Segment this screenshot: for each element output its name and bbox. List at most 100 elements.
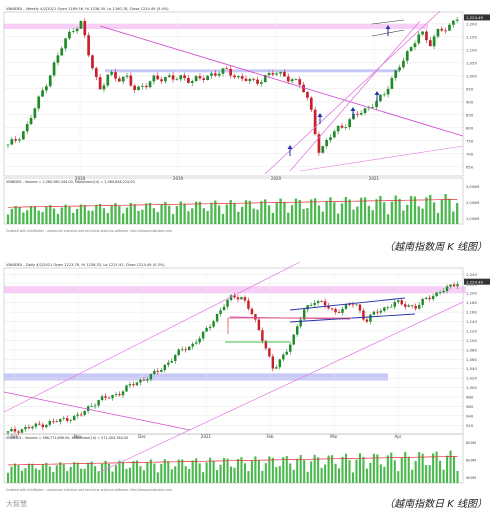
y-tick-label: 1,120 [466, 328, 477, 333]
volume-bar [129, 202, 132, 224]
candle-body [175, 79, 179, 81]
candle-body [233, 75, 236, 78]
support-resistance-zone [4, 23, 428, 29]
volume-bar [303, 460, 306, 483]
candle-body [421, 31, 424, 35]
candle-body [179, 75, 183, 80]
candle-body [286, 76, 290, 82]
candle-body [194, 342, 198, 344]
candle-body [455, 19, 459, 21]
y-tick-label: 1,000 [466, 73, 477, 78]
candle-body [351, 304, 355, 306]
up-arrow-head [287, 145, 293, 149]
candle-body [275, 73, 279, 75]
volume-bar [261, 470, 264, 483]
volume-bar [156, 212, 159, 224]
candle-body [409, 47, 413, 52]
volume-bar [163, 459, 166, 483]
candle-body [110, 72, 113, 75]
candle-body [309, 304, 313, 306]
candle-body [24, 427, 27, 430]
candle-body [413, 43, 417, 48]
candle-body [404, 304, 407, 307]
volume-bar [267, 205, 271, 224]
candle-body [33, 108, 37, 118]
candle-body [125, 385, 128, 392]
volume-bar [448, 198, 451, 224]
y-tick-label: 980 [466, 394, 474, 399]
candle-body [402, 60, 405, 68]
volume-bar [149, 459, 152, 483]
candle-body [372, 311, 376, 315]
volume-bar [360, 197, 363, 224]
weekly-candlestick-chart: VNINDEX - Weekly 4/2/2021 Open 1169.56, … [3, 7, 490, 232]
candle-body [177, 349, 180, 356]
volume-bar [452, 456, 456, 483]
y-tick-label: 1,020 [466, 376, 477, 381]
candle-body [236, 297, 240, 300]
volume-bar [226, 458, 229, 483]
candle-body [296, 326, 299, 335]
candle-body [198, 76, 202, 79]
candle-body [340, 125, 344, 128]
candle-body [190, 81, 194, 83]
volume-bar [372, 453, 375, 483]
candle-body [94, 68, 98, 78]
y-tick-label: 950 [466, 86, 474, 91]
candle-body [320, 301, 323, 302]
volume-bar [22, 212, 25, 224]
candle-body [52, 62, 56, 76]
volume-bar [425, 197, 428, 224]
candle-body [107, 397, 111, 399]
candle-body [187, 77, 190, 83]
volume-bar [298, 200, 301, 224]
volume-bar [83, 205, 86, 224]
volume-bar [348, 199, 351, 224]
candle-body [421, 298, 424, 305]
volume-bar [212, 460, 215, 483]
candle-body [382, 94, 386, 96]
volume-bar [72, 212, 75, 224]
candle-body [167, 362, 170, 365]
candle-body [170, 360, 173, 363]
candle-body [285, 351, 288, 355]
candle-body [369, 314, 372, 322]
volume-bar [69, 466, 72, 483]
candle-body [79, 21, 83, 29]
volume-bar [121, 461, 125, 483]
volume-bar [56, 213, 60, 224]
volume-bar [146, 462, 149, 483]
volume-bar [188, 469, 191, 483]
volume-bar [444, 194, 447, 224]
x-tick-label: 2019 [173, 176, 184, 181]
y-tick-label: 750 [466, 138, 474, 143]
x-tick-label: 2018 [75, 176, 86, 181]
volume-bar [37, 210, 40, 224]
volume-bar [194, 201, 198, 224]
volume-bar [90, 461, 93, 483]
candle-body [359, 112, 363, 115]
candle-body [29, 117, 33, 125]
candle-body [302, 84, 305, 93]
y-tick-label: 700 [466, 151, 474, 156]
y-tick-label: 1,200 [466, 21, 477, 26]
volume-bar [233, 467, 236, 483]
candle-body [424, 297, 428, 299]
candle-body [118, 394, 121, 396]
candle-body [365, 319, 369, 322]
candle-body [106, 74, 110, 86]
candle-body [275, 367, 278, 369]
volume-bar [449, 450, 452, 483]
candle-body [202, 78, 206, 81]
volume-bar [340, 203, 344, 224]
volume-bar [369, 462, 372, 483]
volume-bar [400, 457, 403, 483]
volume-bar [66, 471, 69, 483]
candle-body [313, 303, 316, 305]
volume-bar [271, 457, 274, 483]
volume-bar [306, 471, 309, 483]
volume-tick-label: 800M [466, 441, 476, 445]
volume-bar [379, 195, 382, 224]
candle-body [294, 79, 298, 80]
volume-bar [216, 469, 219, 483]
